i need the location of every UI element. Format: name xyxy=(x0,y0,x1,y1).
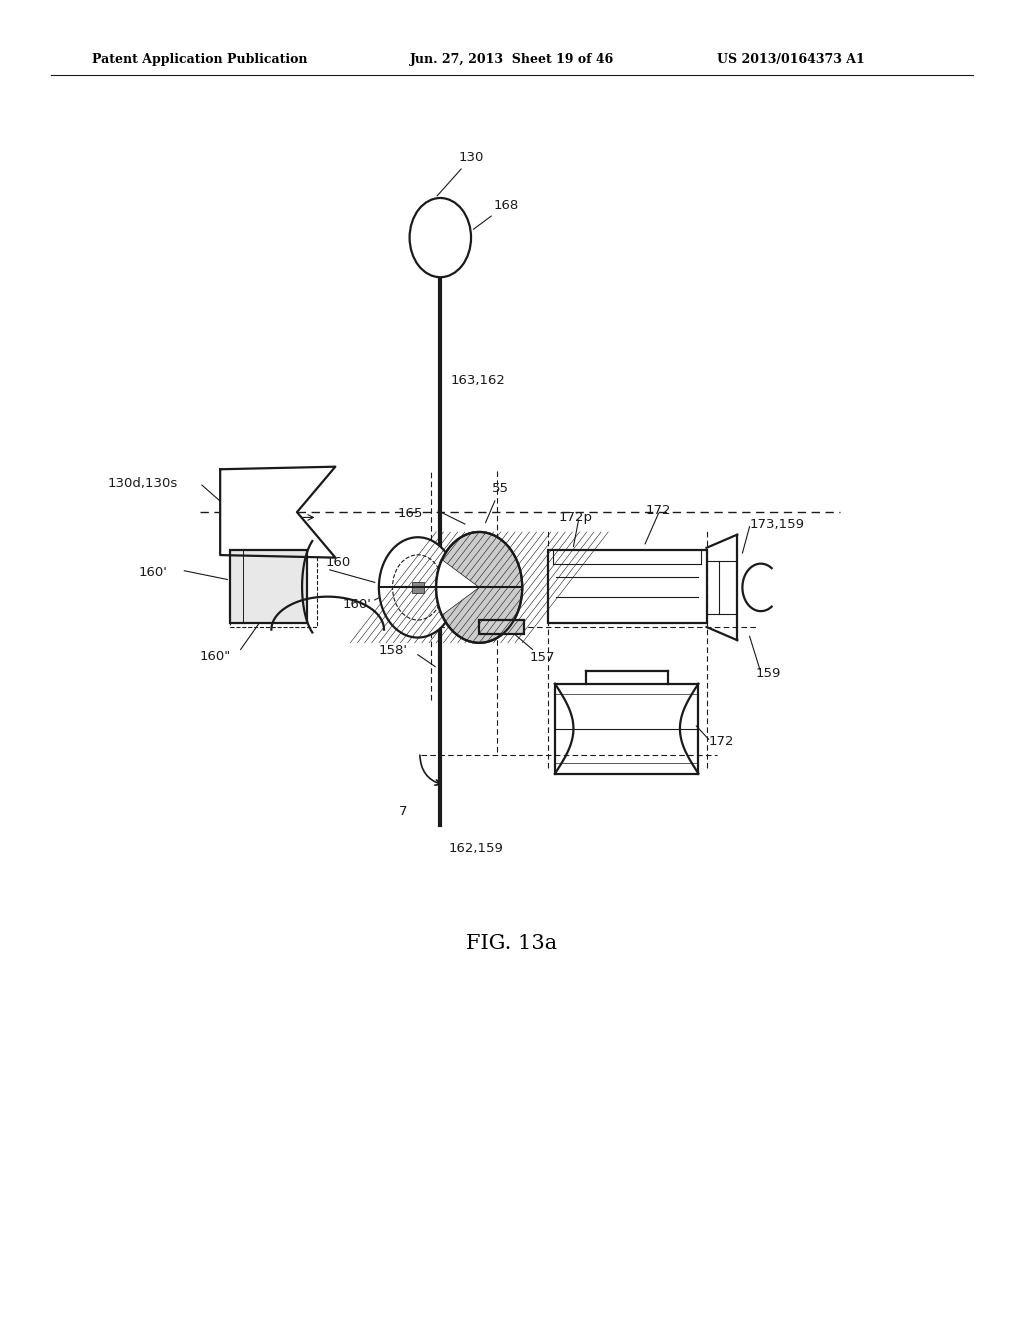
Text: 173,159: 173,159 xyxy=(750,517,805,531)
Text: 163,162: 163,162 xyxy=(451,375,506,387)
Text: 130d,130s: 130d,130s xyxy=(108,477,178,490)
Text: 160: 160 xyxy=(326,556,351,569)
Text: 160": 160" xyxy=(200,649,231,663)
Circle shape xyxy=(379,537,457,638)
Circle shape xyxy=(436,532,522,643)
Bar xyxy=(479,620,524,634)
Text: Patent Application Publication: Patent Application Publication xyxy=(92,53,307,66)
Text: 7: 7 xyxy=(399,805,408,818)
Text: Jun. 27, 2013  Sheet 19 of 46: Jun. 27, 2013 Sheet 19 of 46 xyxy=(410,53,613,66)
Text: 160l: 160l xyxy=(259,507,289,520)
Text: 165: 165 xyxy=(397,507,423,520)
Bar xyxy=(548,550,707,623)
Text: 160': 160' xyxy=(343,598,372,611)
Text: 130: 130 xyxy=(437,150,484,195)
Text: 172: 172 xyxy=(709,735,734,748)
Text: 158': 158' xyxy=(379,644,408,657)
Bar xyxy=(412,582,424,593)
Text: 172p: 172p xyxy=(558,511,592,524)
Wedge shape xyxy=(435,560,479,615)
Polygon shape xyxy=(220,467,335,557)
Text: US 2013/0164373 A1: US 2013/0164373 A1 xyxy=(717,53,864,66)
Bar xyxy=(230,546,317,627)
Text: FIG. 13a: FIG. 13a xyxy=(467,935,557,953)
Text: 159: 159 xyxy=(756,667,781,680)
Text: 168: 168 xyxy=(473,198,519,230)
Circle shape xyxy=(410,198,471,277)
Text: 55: 55 xyxy=(485,482,509,523)
Bar xyxy=(230,550,307,623)
Text: 157: 157 xyxy=(529,651,555,664)
Text: 160': 160' xyxy=(138,566,167,578)
Text: 162,159: 162,159 xyxy=(449,842,504,855)
Text: 172: 172 xyxy=(645,504,671,517)
